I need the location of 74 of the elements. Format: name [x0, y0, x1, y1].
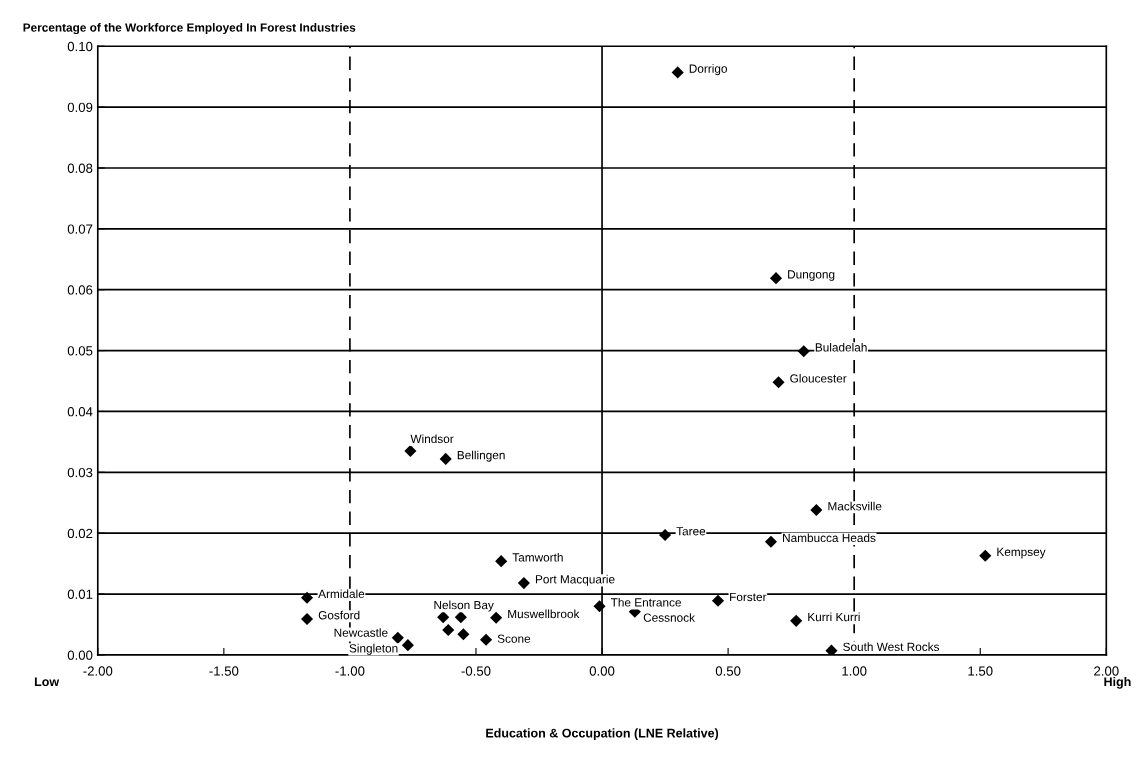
- point: [790, 614, 803, 627]
- annotation: Bellingen: [457, 450, 505, 462]
- point: [442, 623, 455, 637]
- point: [979, 549, 992, 562]
- annotation: Singleton: [349, 643, 398, 655]
- annotation: Nambucca Heads: [783, 533, 876, 543]
- annotation: Port Macquarie: [535, 574, 615, 586]
- point: [439, 452, 452, 465]
- x-tick-label: -2.00: [83, 666, 113, 676]
- point: [404, 444, 417, 458]
- annotation: Forster: [730, 592, 767, 602]
- point: [480, 633, 493, 646]
- annotation: Muswellbrook: [508, 609, 580, 619]
- annotation: Kurri Kurri: [808, 612, 860, 622]
- point: [454, 611, 467, 624]
- x-tick-label: 1.00: [842, 666, 867, 676]
- y-tick-label: 0.07: [67, 224, 93, 234]
- point: [810, 503, 823, 517]
- y-tick-label: 0.08: [67, 163, 93, 173]
- y-tick-label: 0.09: [67, 102, 93, 113]
- point: [772, 376, 785, 389]
- annotation: Armidale: [318, 589, 365, 599]
- point: [593, 600, 606, 613]
- annotation: The Entrance: [610, 597, 681, 607]
- y-tick-label: 0.03: [67, 467, 93, 478]
- annotation: Dungong: [788, 270, 835, 281]
- point: [769, 272, 783, 285]
- annotation: Buladelah: [815, 342, 867, 352]
- x-tick-label: -1.00: [335, 666, 365, 676]
- x-tick-label: 0.00: [589, 666, 615, 676]
- chart-title: Percentage of the Workforce Employed In Forest Industries: [23, 23, 356, 35]
- text: Low: [34, 677, 60, 687]
- y-tick-label: 0.00: [67, 650, 93, 660]
- y-tick-label: 0.10: [67, 41, 93, 52]
- annotation: Cessnock: [643, 613, 695, 622]
- point: [659, 528, 672, 542]
- y-tick-label: 0.04: [67, 407, 93, 417]
- annotation: Tamworth: [512, 552, 563, 562]
- point: [764, 535, 778, 548]
- annotation: Newcastle: [334, 628, 388, 637]
- annotation: Dorrigo: [689, 64, 727, 76]
- annotation: Taree: [676, 527, 706, 536]
- y-tick-label: 0.05: [67, 346, 93, 356]
- annotation: Kempsey: [997, 547, 1046, 559]
- x-tick-label: -0.50: [461, 666, 491, 676]
- annotation: Gosford: [318, 610, 360, 620]
- point: [671, 66, 684, 79]
- point: [391, 631, 404, 644]
- point: [825, 644, 838, 655]
- annotation: Macksville: [828, 501, 882, 511]
- annotation: Scone: [497, 634, 531, 643]
- x-tick-label: 1.50: [968, 666, 993, 676]
- x-tick-label: 0.50: [715, 666, 741, 676]
- point: [301, 612, 314, 626]
- point: [490, 611, 503, 624]
- point: [437, 611, 450, 624]
- x-axis-title: Education & Occupation (LNE Relative): [486, 728, 719, 740]
- point: [495, 555, 508, 568]
- y-tick-label: 0.06: [67, 285, 93, 295]
- point: [457, 628, 470, 641]
- annotation: Gloucester: [790, 373, 847, 383]
- x-tick-label: -1.50: [209, 666, 239, 676]
- text: High: [1104, 676, 1131, 689]
- annotation: South West Rocks: [843, 642, 940, 652]
- annotation: Nelson Bay: [434, 600, 494, 612]
- point: [301, 591, 314, 604]
- y-tick-label: 0.02: [67, 528, 93, 539]
- y-tick-label: 0.01: [67, 589, 93, 599]
- point: [711, 594, 725, 607]
- x-tick-label: 2.00: [1094, 666, 1119, 676]
- point: [797, 345, 810, 358]
- annotation: Windsor: [410, 434, 454, 444]
- point: [401, 639, 414, 652]
- point: [517, 577, 530, 590]
